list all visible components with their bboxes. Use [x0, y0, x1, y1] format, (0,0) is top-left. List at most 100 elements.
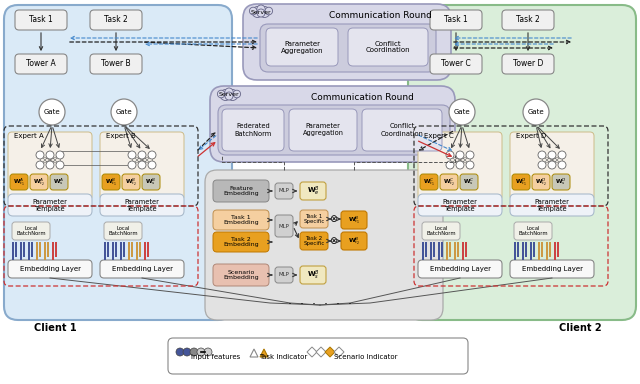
Circle shape: [466, 151, 474, 159]
Text: Local
BatchNorm: Local BatchNorm: [108, 226, 138, 237]
Bar: [28, 242, 30, 260]
Circle shape: [190, 348, 198, 356]
FancyBboxPatch shape: [15, 54, 67, 74]
FancyBboxPatch shape: [440, 174, 458, 190]
Circle shape: [111, 99, 137, 125]
FancyBboxPatch shape: [300, 266, 326, 284]
FancyBboxPatch shape: [418, 194, 502, 216]
Circle shape: [227, 89, 238, 101]
Bar: [549, 242, 551, 257]
Bar: [131, 242, 133, 257]
Text: Task Indicator: Task Indicator: [259, 354, 307, 360]
Text: Task 1: Task 1: [29, 15, 53, 25]
FancyBboxPatch shape: [275, 267, 293, 283]
Text: $\mathbf{W}_e^B$: $\mathbf{W}_e^B$: [307, 184, 319, 198]
FancyBboxPatch shape: [12, 222, 50, 240]
Text: Task 1
Specific: Task 1 Specific: [303, 214, 324, 224]
Polygon shape: [307, 347, 317, 357]
FancyBboxPatch shape: [341, 211, 367, 229]
FancyBboxPatch shape: [218, 105, 450, 155]
Text: Client 2: Client 2: [559, 323, 602, 333]
Text: Server: Server: [219, 93, 239, 98]
Text: Embedding Layer: Embedding Layer: [522, 266, 582, 272]
FancyBboxPatch shape: [8, 260, 92, 278]
Bar: [422, 242, 424, 260]
FancyBboxPatch shape: [260, 24, 436, 72]
Text: Parameter
Template: Parameter Template: [443, 199, 477, 212]
Text: $\mathbf{W}_s^B$: $\mathbf{W}_s^B$: [145, 177, 157, 187]
Text: Gate: Gate: [44, 109, 60, 115]
FancyBboxPatch shape: [420, 174, 438, 190]
Bar: [454, 242, 456, 260]
Circle shape: [548, 161, 556, 169]
Text: $\mathbf{W}_{t_1}^B$: $\mathbf{W}_{t_1}^B$: [105, 176, 117, 188]
Bar: [139, 242, 141, 257]
Polygon shape: [325, 347, 335, 357]
FancyBboxPatch shape: [300, 210, 328, 228]
Bar: [433, 242, 435, 257]
Circle shape: [446, 161, 454, 169]
FancyBboxPatch shape: [122, 174, 140, 190]
Text: $\mathbf{W}_s^C$: $\mathbf{W}_s^C$: [463, 177, 475, 187]
FancyBboxPatch shape: [300, 232, 328, 250]
Circle shape: [128, 151, 136, 159]
Circle shape: [449, 99, 475, 125]
Bar: [120, 242, 122, 260]
FancyBboxPatch shape: [30, 174, 48, 190]
Text: Parameter
Template: Parameter Template: [534, 199, 570, 212]
FancyBboxPatch shape: [430, 10, 482, 30]
Text: Local
BatchNorm: Local BatchNorm: [16, 226, 46, 237]
Circle shape: [265, 7, 273, 15]
Bar: [449, 242, 451, 257]
Text: Expert B: Expert B: [106, 133, 136, 139]
FancyBboxPatch shape: [50, 174, 68, 190]
Circle shape: [183, 348, 191, 356]
Circle shape: [225, 88, 233, 96]
FancyBboxPatch shape: [422, 222, 460, 240]
Text: ·  ·  ·  ·  ·  ·: · · · · · ·: [288, 298, 352, 311]
Circle shape: [36, 161, 44, 169]
Bar: [525, 242, 527, 257]
FancyBboxPatch shape: [213, 210, 269, 230]
Circle shape: [558, 161, 566, 169]
Text: $\mathbf{W}_s^D$: $\mathbf{W}_s^D$: [556, 177, 567, 187]
Circle shape: [36, 151, 44, 159]
Text: Communication Round: Communication Round: [310, 93, 413, 101]
Text: $\mathbf{W}_{t_1}^C$: $\mathbf{W}_{t_1}^C$: [423, 176, 435, 188]
Bar: [36, 242, 38, 260]
Text: Gate: Gate: [116, 109, 132, 115]
Text: Parameter
Template: Parameter Template: [33, 199, 67, 212]
Bar: [533, 242, 535, 257]
Text: $\mathbf{W}_{t_1}^B$: $\mathbf{W}_{t_1}^B$: [348, 214, 360, 226]
Text: Expert C: Expert C: [424, 133, 454, 139]
Bar: [514, 242, 516, 260]
FancyBboxPatch shape: [532, 174, 550, 190]
FancyBboxPatch shape: [10, 174, 28, 190]
Text: Gate: Gate: [528, 109, 544, 115]
Bar: [546, 242, 548, 260]
Circle shape: [128, 161, 136, 169]
Polygon shape: [250, 349, 258, 357]
Text: Expert A: Expert A: [14, 133, 44, 139]
Text: MLP: MLP: [278, 273, 289, 278]
Bar: [446, 242, 448, 260]
Text: Scenario
Embedding: Scenario Embedding: [223, 270, 259, 280]
Text: $\otimes$: $\otimes$: [330, 214, 339, 225]
FancyBboxPatch shape: [408, 5, 636, 320]
FancyBboxPatch shape: [243, 4, 451, 80]
Bar: [522, 242, 524, 260]
Text: Tower B: Tower B: [101, 60, 131, 68]
Bar: [115, 242, 117, 257]
FancyBboxPatch shape: [8, 132, 92, 200]
Circle shape: [538, 151, 546, 159]
Text: Parameter
Aggregation: Parameter Aggregation: [303, 124, 344, 136]
FancyBboxPatch shape: [8, 194, 92, 216]
Bar: [136, 242, 138, 260]
Bar: [52, 242, 54, 260]
Text: Embedding Layer: Embedding Layer: [19, 266, 81, 272]
Text: Conflict
Coordination: Conflict Coordination: [365, 40, 410, 53]
Bar: [517, 242, 519, 257]
FancyBboxPatch shape: [289, 109, 357, 151]
Text: Client 1: Client 1: [34, 323, 76, 333]
Text: Communication Round: Communication Round: [328, 12, 431, 20]
